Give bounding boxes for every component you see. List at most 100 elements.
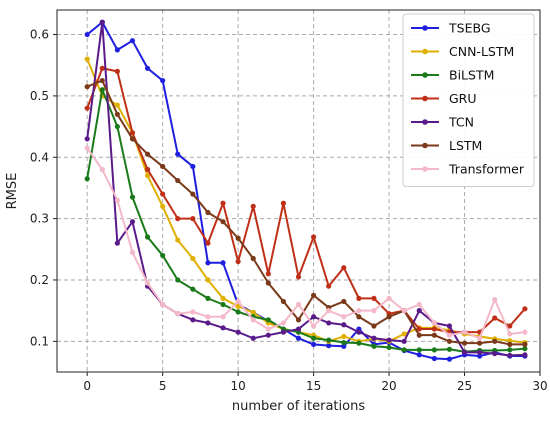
data-point <box>416 326 422 332</box>
data-point <box>114 123 120 130</box>
data-point <box>205 314 211 320</box>
data-point <box>175 311 181 317</box>
series-bilstm <box>84 87 528 355</box>
series-line <box>86 21 525 361</box>
data-point <box>114 197 120 203</box>
data-point <box>250 335 256 341</box>
data-point <box>431 347 437 353</box>
data-point <box>280 329 287 335</box>
data-point <box>341 314 347 320</box>
data-point <box>341 343 347 349</box>
data-point <box>144 234 151 240</box>
data-point <box>220 301 226 308</box>
legend-marker <box>422 48 428 55</box>
data-point <box>295 335 302 341</box>
data-point <box>84 84 90 90</box>
data-point <box>356 308 362 314</box>
series-lstm <box>84 77 528 347</box>
data-point <box>371 323 377 329</box>
data-point <box>446 323 453 329</box>
data-point <box>446 338 453 344</box>
data-point <box>265 332 271 338</box>
data-point <box>235 329 241 335</box>
data-point <box>160 163 166 170</box>
data-point <box>401 331 407 337</box>
data-point <box>477 335 483 341</box>
legend-item: LSTM <box>411 138 482 153</box>
data-point <box>205 277 211 283</box>
legend-label: Transformer <box>448 162 525 177</box>
data-point <box>507 331 513 337</box>
x-tick-label: 5 <box>159 379 167 393</box>
data-point <box>431 326 437 332</box>
series-lines <box>84 19 528 362</box>
data-point <box>160 191 166 197</box>
data-point <box>190 191 196 197</box>
legend-item: CNN-LSTM <box>411 44 514 59</box>
x-tick-label: 30 <box>532 379 547 393</box>
data-point <box>114 111 120 117</box>
data-point <box>477 340 483 346</box>
data-point <box>190 255 196 262</box>
legend-label: GRU <box>449 91 477 106</box>
data-point <box>129 136 136 142</box>
data-point <box>129 194 136 200</box>
data-point <box>431 320 437 326</box>
x-tick-label: 20 <box>381 379 396 393</box>
data-point <box>461 349 468 355</box>
y-axis: 0.1 0.2 0.3 0.4 0.5 0.6 <box>30 28 57 348</box>
legend-label: BiLSTM <box>449 68 494 83</box>
legend-marker <box>422 72 428 78</box>
data-point <box>310 323 317 329</box>
data-point <box>477 353 483 359</box>
data-point <box>477 349 483 355</box>
data-point <box>371 308 377 314</box>
x-tick-label: 15 <box>306 379 321 393</box>
data-point <box>250 203 256 209</box>
data-point <box>461 329 468 335</box>
data-point <box>190 216 196 222</box>
data-point <box>507 352 513 359</box>
y-tick-label: 0.5 <box>30 89 49 103</box>
data-point <box>220 219 226 225</box>
x-tick-label: 25 <box>457 379 472 393</box>
data-point <box>371 335 377 341</box>
data-point <box>416 301 422 308</box>
data-point <box>341 339 347 346</box>
data-point <box>295 274 302 280</box>
data-point <box>446 356 453 362</box>
data-point <box>265 271 271 277</box>
data-point <box>356 314 362 320</box>
data-point <box>99 19 105 25</box>
data-point <box>386 295 392 301</box>
y-tick-label: 0.3 <box>30 212 49 226</box>
data-point <box>341 265 347 271</box>
y-axis-label: RMSE <box>5 173 20 210</box>
data-point <box>416 347 422 353</box>
data-point <box>326 283 332 289</box>
data-point <box>160 77 166 84</box>
data-point <box>84 105 90 111</box>
data-point <box>341 322 347 328</box>
data-point <box>220 314 226 320</box>
data-point <box>401 338 407 344</box>
data-point <box>522 346 528 352</box>
data-point <box>205 320 211 326</box>
data-point <box>416 332 422 338</box>
data-point <box>190 317 196 323</box>
data-point <box>295 301 302 308</box>
data-point <box>205 209 211 216</box>
data-point <box>129 219 136 225</box>
x-axis-label: number of iterations <box>232 399 365 414</box>
legend-item: TSEBG <box>411 21 491 36</box>
data-point <box>280 320 287 326</box>
series-transformer <box>84 145 528 341</box>
legend-marker <box>422 142 428 149</box>
data-point <box>235 258 241 265</box>
y-tick-label: 0.1 <box>30 334 49 348</box>
data-point <box>99 166 105 173</box>
data-point <box>84 136 90 142</box>
data-point <box>295 326 302 332</box>
data-point <box>326 320 332 326</box>
